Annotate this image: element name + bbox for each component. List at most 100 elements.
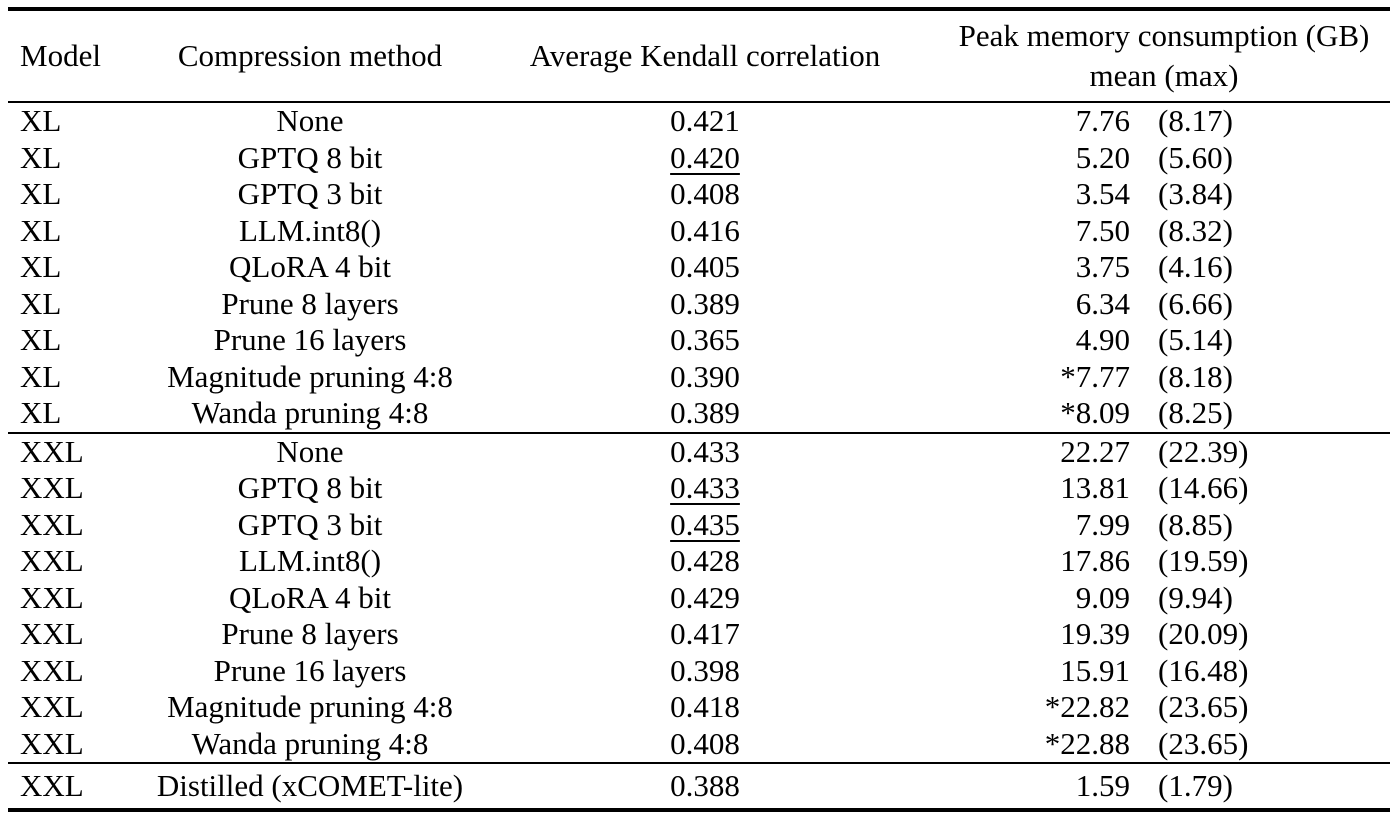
table-row: XXL QLoRA 4 bit 0.429 9.09 (9.94): [0, 580, 1398, 617]
cell-memory-max: (23.65): [1158, 689, 1249, 725]
header-compression-method: Compression method: [177, 38, 443, 73]
cell-model: XXL: [20, 689, 84, 725]
cell-kendall-correlation: 0.405: [480, 249, 930, 285]
cell-memory-mean: 3.54: [1075, 176, 1130, 212]
cell-model: XL: [20, 358, 62, 394]
table-row: XL GPTQ 8 bit 0.420 5.20 (5.60): [0, 140, 1398, 177]
table-row: XL Prune 16 layers 0.365 4.90 (5.14): [0, 322, 1398, 359]
cell-compression-method: LLM.int8(): [238, 212, 382, 248]
cell-memory-max: (8.17): [1158, 103, 1233, 139]
cell-kendall-correlation: 0.390: [480, 359, 930, 395]
cell-memory-mean: *22.82: [1044, 689, 1130, 725]
cell-model: XXL: [20, 470, 84, 506]
header-kendall-correlation: Average Kendall correlation: [529, 38, 881, 73]
cell-compression-method: Magnitude pruning 4:8: [167, 358, 453, 394]
cell-model: XL: [20, 249, 62, 285]
kendall-value: 0.428: [670, 543, 740, 579]
cell-compression-method: Prune 16 layers: [213, 652, 407, 688]
cell-compression-method: GPTQ 3 bit: [237, 176, 383, 212]
cell-memory-max: (5.14): [1158, 322, 1233, 358]
cell-memory-mean: 22.27: [1060, 433, 1130, 469]
cell-compression-method: None: [276, 103, 344, 139]
bottom-rule: [8, 808, 1390, 812]
table-row: XL QLoRA 4 bit 0.405 3.75 (4.16): [0, 249, 1398, 286]
cell-compression-method: Prune 16 layers: [213, 322, 407, 358]
kendall-value: 0.408: [670, 725, 740, 761]
cell-compression-method: QLoRA 4 bit: [229, 249, 391, 285]
cell-memory-max: (6.66): [1158, 285, 1233, 321]
kendall-value: 0.398: [670, 652, 740, 688]
cell-kendall-correlation: 0.433: [480, 470, 930, 506]
cell-kendall-correlation: 0.420: [480, 140, 930, 176]
cell-memory-mean: 13.81: [1060, 470, 1130, 506]
cell-model: XXL: [20, 579, 84, 615]
table-row: XXL None 0.433 22.27 (22.39): [0, 434, 1398, 471]
table-row: XL Wanda pruning 4:8 0.389 *8.09 (8.25): [0, 395, 1398, 432]
kendall-value: 0.389: [670, 285, 740, 321]
section-xl: XL None 0.421 7.76 (8.17) XL GPTQ 8 bit 0.420 5.…: [0, 103, 1398, 432]
section-distilled: XXL Distilled (xCOMET-lite) 0.388 1.59 (1.79…: [0, 764, 1398, 808]
cell-kendall-correlation: 0.418: [480, 689, 930, 725]
cell-memory-mean: 19.39: [1060, 616, 1130, 652]
cell-memory-mean: 4.90: [1075, 322, 1130, 358]
section-xxl: XXL None 0.433 22.27 (22.39) XXL GPTQ 8 bit 0.4…: [0, 434, 1398, 763]
cell-model: XXL: [20, 725, 84, 761]
cell-memory-mean: 15.91: [1060, 652, 1130, 688]
cell-model: XL: [20, 139, 62, 175]
cell-memory-max: (1.79): [1158, 768, 1233, 803]
kendall-value: 0.421: [670, 103, 740, 139]
cell-kendall-correlation: 0.365: [480, 322, 930, 358]
cell-memory-max: (5.60): [1158, 139, 1233, 175]
cell-memory-max: (9.94): [1158, 579, 1233, 615]
cell-compression-method: GPTQ 8 bit: [237, 470, 383, 506]
header-peak-memory: Peak memory consumption (GB) mean (max): [930, 16, 1398, 96]
table-row: XXL Prune 8 layers 0.417 19.39 (20.09): [0, 616, 1398, 653]
cell-kendall-correlation: 0.408: [480, 176, 930, 212]
table-row: XXL Prune 16 layers 0.398 15.91 (16.48): [0, 653, 1398, 690]
cell-model: XXL: [20, 768, 84, 803]
kendall-value: 0.417: [670, 616, 740, 652]
cell-kendall-correlation: 0.388: [480, 768, 930, 804]
table-row: XXL GPTQ 8 bit 0.433 13.81 (14.66): [0, 470, 1398, 507]
cell-memory-mean: 3.75: [1075, 249, 1130, 285]
kendall-value-underlined: 0.435: [670, 506, 740, 542]
cell-memory-max: (14.66): [1158, 470, 1249, 506]
cell-memory-mean: 17.86: [1060, 543, 1130, 579]
top-rule: [8, 7, 1390, 11]
kendall-value-underlined: 0.420: [670, 139, 740, 175]
cell-compression-method: Wanda pruning 4:8: [191, 725, 429, 761]
cell-kendall-correlation: 0.398: [480, 653, 930, 689]
table-header-row: Model Compression method Average Kendall…: [0, 11, 1398, 101]
cell-memory-mean: 5.20: [1075, 139, 1130, 175]
cell-compression-method: Prune 8 layers: [221, 285, 399, 321]
cell-compression-method: Distilled (xCOMET-lite): [156, 768, 464, 803]
cell-memory-max: (8.25): [1158, 395, 1233, 431]
cell-kendall-correlation: 0.435: [480, 507, 930, 543]
cell-memory-max: (4.16): [1158, 249, 1233, 285]
table-row: XL None 0.421 7.76 (8.17): [0, 103, 1398, 140]
table-row: XXL Distilled (xCOMET-lite) 0.388 1.59 (1.79…: [0, 764, 1398, 808]
cell-kendall-correlation: 0.408: [480, 726, 930, 762]
table-row: XXL Magnitude pruning 4:8 0.418 *22.82 (23.6…: [0, 689, 1398, 726]
xl-xxl-divider-rule: [8, 431, 1390, 434]
cell-memory-max: (19.59): [1158, 543, 1249, 579]
cell-memory-max: (8.32): [1158, 212, 1233, 248]
cell-memory-max: (3.84): [1158, 176, 1233, 212]
header-divider-rule: [8, 101, 1390, 103]
header-peak-memory-line1: Peak memory consumption (GB): [958, 18, 1370, 53]
cell-memory-mean: 6.34: [1075, 285, 1130, 321]
cell-memory-mean: *7.77: [1060, 358, 1130, 394]
cell-compression-method: LLM.int8(): [238, 543, 382, 579]
header-peak-memory-line2: mean (max): [1089, 58, 1239, 93]
cell-compression-method: QLoRA 4 bit: [229, 579, 391, 615]
cell-model: XXL: [20, 433, 84, 469]
cell-model: XL: [20, 103, 62, 139]
kendall-value: 0.416: [670, 212, 740, 248]
cell-compression-method: Wanda pruning 4:8: [191, 395, 429, 431]
cell-compression-method: GPTQ 3 bit: [237, 506, 383, 542]
kendall-value-underlined: 0.433: [670, 470, 740, 506]
cell-kendall-correlation: 0.429: [480, 580, 930, 616]
cell-kendall-correlation: 0.416: [480, 213, 930, 249]
cell-kendall-correlation: 0.428: [480, 543, 930, 579]
